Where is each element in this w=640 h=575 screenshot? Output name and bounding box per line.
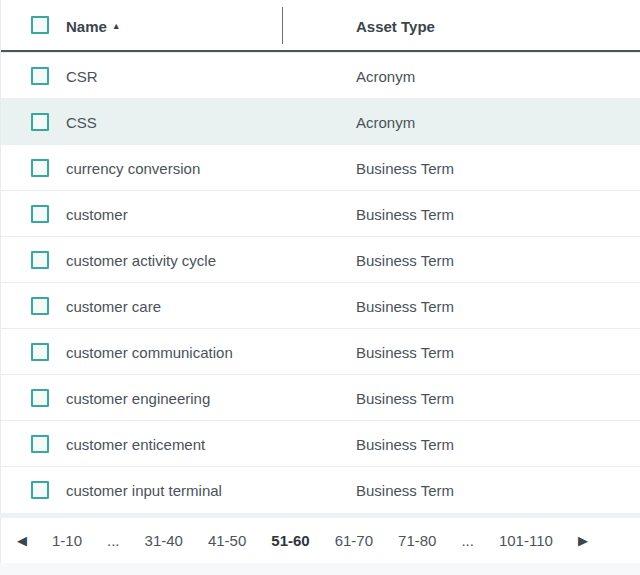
table-row[interactable]: customer communication Business Term bbox=[1, 328, 640, 374]
page-ellipsis-right: ... bbox=[461, 532, 474, 549]
row-checkbox[interactable] bbox=[31, 67, 49, 85]
asset-table: Name ▲ Asset Type CSR Acronym CSS Acrony… bbox=[0, 0, 640, 513]
column-header-asset-type-label: Asset Type bbox=[356, 18, 435, 35]
row-checkbox[interactable] bbox=[31, 297, 49, 315]
table-row[interactable]: CSR Acronym bbox=[1, 52, 640, 98]
asset-type: Business Term bbox=[356, 329, 454, 375]
asset-name[interactable]: customer activity cycle bbox=[66, 237, 216, 283]
asset-type: Business Term bbox=[356, 145, 454, 191]
row-checkbox[interactable] bbox=[31, 343, 49, 361]
row-checkbox[interactable] bbox=[31, 159, 49, 177]
table-header-row: Name ▲ Asset Type bbox=[1, 0, 640, 52]
asset-type: Acronym bbox=[356, 99, 415, 145]
page-range-71-80[interactable]: 71-80 bbox=[398, 532, 436, 549]
row-checkbox[interactable] bbox=[31, 113, 49, 131]
page-range-1-10[interactable]: 1-10 bbox=[52, 532, 82, 549]
column-header-name[interactable]: Name ▲ bbox=[66, 0, 121, 52]
page-range-41-50[interactable]: 41-50 bbox=[208, 532, 246, 549]
column-resize-divider[interactable] bbox=[282, 7, 283, 44]
page-ellipsis-left: ... bbox=[107, 532, 120, 549]
pagination-bar: ◀ 1-10 ... 31-40 41-50 51-60 61-70 71-80… bbox=[0, 518, 640, 563]
table-row[interactable]: currency conversion Business Term bbox=[1, 144, 640, 190]
table-row[interactable]: customer Business Term bbox=[1, 190, 640, 236]
asset-name[interactable]: customer enticement bbox=[66, 421, 205, 467]
table-row[interactable]: customer engineering Business Term bbox=[1, 374, 640, 420]
asset-name[interactable]: customer engineering bbox=[66, 375, 210, 421]
asset-name[interactable]: customer bbox=[66, 191, 128, 237]
asset-type: Business Term bbox=[356, 467, 454, 513]
sort-ascending-icon[interactable]: ▲ bbox=[112, 22, 121, 31]
select-all-checkbox[interactable] bbox=[31, 16, 49, 34]
asset-type: Business Term bbox=[356, 421, 454, 467]
table-row[interactable]: CSS Acronym bbox=[1, 98, 640, 144]
previous-page-icon[interactable]: ◀ bbox=[17, 533, 27, 548]
asset-type: Acronym bbox=[356, 53, 415, 99]
row-checkbox[interactable] bbox=[31, 481, 49, 499]
asset-type: Business Term bbox=[356, 191, 454, 237]
row-checkbox[interactable] bbox=[31, 251, 49, 269]
page-range-31-40[interactable]: 31-40 bbox=[145, 532, 183, 549]
column-header-asset-type[interactable]: Asset Type bbox=[356, 0, 435, 52]
next-page-icon[interactable]: ▶ bbox=[578, 533, 588, 548]
asset-name[interactable]: customer input terminal bbox=[66, 467, 222, 513]
table-row[interactable]: customer input terminal Business Term bbox=[1, 466, 640, 512]
column-header-name-label: Name bbox=[66, 18, 107, 35]
asset-name[interactable]: CSR bbox=[66, 53, 98, 99]
asset-name[interactable]: customer communication bbox=[66, 329, 233, 375]
asset-table-page: Name ▲ Asset Type CSR Acronym CSS Acrony… bbox=[0, 0, 640, 575]
table-row[interactable]: customer enticement Business Term bbox=[1, 420, 640, 466]
table-row[interactable]: customer care Business Term bbox=[1, 282, 640, 328]
asset-type: Business Term bbox=[356, 375, 454, 421]
asset-type: Business Term bbox=[356, 237, 454, 283]
page-range-61-70[interactable]: 61-70 bbox=[335, 532, 373, 549]
row-checkbox[interactable] bbox=[31, 205, 49, 223]
asset-name[interactable]: CSS bbox=[66, 99, 97, 145]
page-range-51-60-current[interactable]: 51-60 bbox=[271, 532, 309, 549]
table-row[interactable]: customer activity cycle Business Term bbox=[1, 236, 640, 282]
asset-name[interactable]: customer care bbox=[66, 283, 161, 329]
page-range-101-110[interactable]: 101-110 bbox=[499, 532, 553, 549]
row-checkbox[interactable] bbox=[31, 389, 49, 407]
asset-name[interactable]: currency conversion bbox=[66, 145, 200, 191]
row-checkbox[interactable] bbox=[31, 435, 49, 453]
asset-type: Business Term bbox=[356, 283, 454, 329]
